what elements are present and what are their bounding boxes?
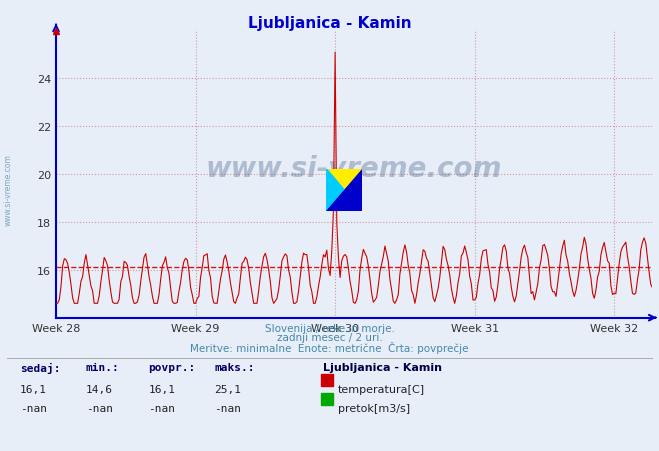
- Text: maks.:: maks.:: [214, 362, 254, 372]
- Text: pretok[m3/s]: pretok[m3/s]: [338, 403, 410, 413]
- Text: -nan: -nan: [86, 403, 113, 413]
- Polygon shape: [326, 169, 362, 212]
- Text: Ljubljanica - Kamin: Ljubljanica - Kamin: [248, 16, 411, 31]
- Text: www.si-vreme.com: www.si-vreme.com: [4, 153, 13, 226]
- Text: zadnji mesec / 2 uri.: zadnji mesec / 2 uri.: [277, 332, 382, 342]
- Text: Slovenija / reke in morje.: Slovenija / reke in morje.: [264, 323, 395, 333]
- Text: 16,1: 16,1: [20, 384, 47, 394]
- Polygon shape: [326, 169, 362, 212]
- Text: min.:: min.:: [86, 362, 119, 372]
- Text: -nan: -nan: [148, 403, 175, 413]
- Text: Ljubljanica - Kamin: Ljubljanica - Kamin: [323, 362, 442, 372]
- Text: 16,1: 16,1: [148, 384, 175, 394]
- Text: www.si-vreme.com: www.si-vreme.com: [206, 155, 502, 183]
- Polygon shape: [326, 169, 362, 212]
- Text: -nan: -nan: [214, 403, 241, 413]
- Text: sedaj:: sedaj:: [20, 362, 60, 373]
- Text: povpr.:: povpr.:: [148, 362, 196, 372]
- Text: -nan: -nan: [20, 403, 47, 413]
- Text: Meritve: minimalne  Enote: metrične  Črta: povprečje: Meritve: minimalne Enote: metrične Črta:…: [190, 341, 469, 354]
- Text: 14,6: 14,6: [86, 384, 113, 394]
- Text: temperatura[C]: temperatura[C]: [338, 384, 425, 394]
- Text: 25,1: 25,1: [214, 384, 241, 394]
